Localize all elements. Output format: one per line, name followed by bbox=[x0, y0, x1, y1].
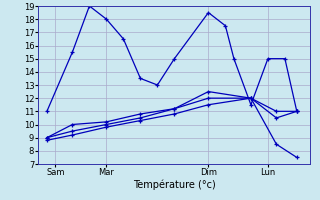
X-axis label: Température (°c): Température (°c) bbox=[133, 180, 216, 190]
